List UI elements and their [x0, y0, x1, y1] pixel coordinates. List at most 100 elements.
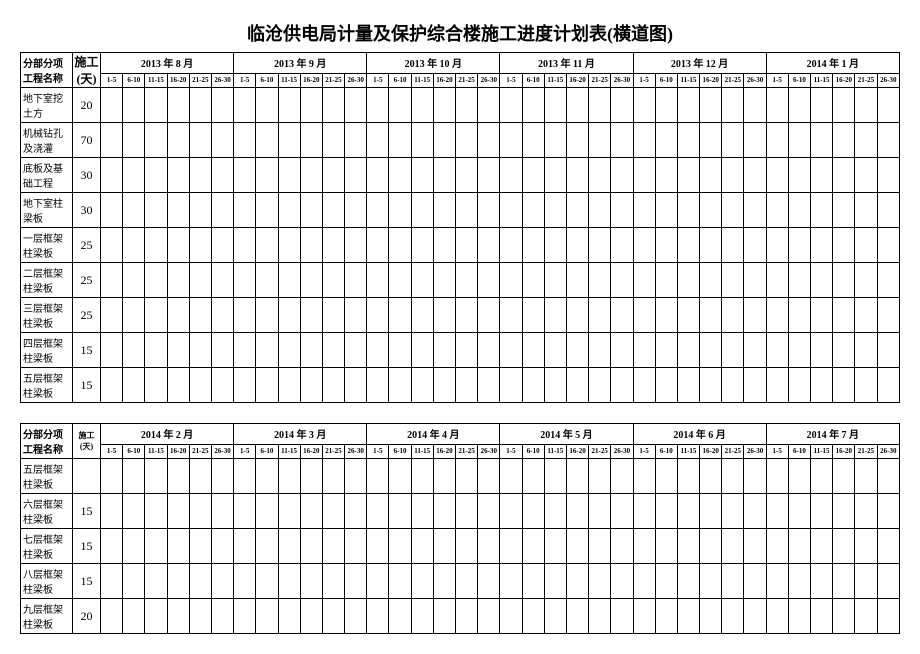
gantt-cell [589, 298, 611, 333]
sub-range-header: 1-5 [766, 73, 788, 87]
task-days: 15 [73, 333, 101, 368]
month-header: 2014 年 7 月 [766, 424, 899, 445]
gantt-cell [855, 228, 877, 263]
gantt-cell [566, 228, 588, 263]
gantt-cell [722, 459, 744, 494]
gantt-cell [766, 263, 788, 298]
gantt-cell [234, 298, 256, 333]
sub-range-header: 26-30 [478, 73, 500, 87]
gantt-cell [811, 459, 833, 494]
gantt-cell [167, 88, 189, 123]
gantt-cell [256, 228, 278, 263]
gantt-cell [189, 158, 211, 193]
gantt-cell [123, 333, 145, 368]
gantt-cell [211, 368, 233, 403]
gantt-cell [167, 193, 189, 228]
task-days: 25 [73, 263, 101, 298]
gantt-cell [700, 193, 722, 228]
gantt-cell [788, 368, 810, 403]
gantt-cell [722, 298, 744, 333]
sub-range-header: 26-30 [478, 444, 500, 458]
sub-range-header: 21-25 [722, 73, 744, 87]
gantt-cell [788, 158, 810, 193]
gantt-cell [278, 529, 300, 564]
gantt-cell [234, 459, 256, 494]
gantt-cell [544, 88, 566, 123]
gantt-cell [123, 494, 145, 529]
gantt-cell [833, 228, 855, 263]
month-header: 2013 年 8 月 [101, 53, 234, 74]
gantt-cell [345, 564, 367, 599]
gantt-cell [123, 228, 145, 263]
gantt-cell [700, 88, 722, 123]
gantt-cell [522, 599, 544, 634]
table-row: 五层框架柱梁板 [21, 459, 900, 494]
gantt-cell [855, 529, 877, 564]
sub-range-header: 11-15 [544, 444, 566, 458]
gantt-cell [234, 529, 256, 564]
gantt-cell [522, 333, 544, 368]
gantt-cell [811, 564, 833, 599]
gantt-cell [345, 494, 367, 529]
sub-range-header: 1-5 [367, 444, 389, 458]
gantt-cell [611, 158, 633, 193]
gantt-cell [566, 459, 588, 494]
gantt-cell [855, 564, 877, 599]
gantt-cell [544, 494, 566, 529]
gantt-cell [345, 599, 367, 634]
gantt-cell [544, 228, 566, 263]
sub-range-header: 21-25 [322, 444, 344, 458]
task-days: 70 [73, 123, 101, 158]
gantt-cell [700, 368, 722, 403]
gantt-cell [189, 459, 211, 494]
sub-range-header: 26-30 [611, 73, 633, 87]
gantt-cell [345, 298, 367, 333]
gantt-cell [278, 298, 300, 333]
sub-range-header: 11-15 [145, 73, 167, 87]
gantt-cell [788, 529, 810, 564]
gantt-cell [411, 368, 433, 403]
gantt-cell [145, 88, 167, 123]
sub-range-header: 26-30 [611, 444, 633, 458]
gantt-cell [101, 529, 123, 564]
sub-range-header: 16-20 [167, 444, 189, 458]
gantt-cell [877, 368, 899, 403]
sub-range-header: 26-30 [345, 73, 367, 87]
gantt-cell [655, 263, 677, 298]
gantt-cell [167, 494, 189, 529]
gantt-cell [367, 263, 389, 298]
gantt-cell [189, 529, 211, 564]
gantt-cell [256, 333, 278, 368]
sub-range-header: 6-10 [522, 73, 544, 87]
gantt-cell [744, 529, 766, 564]
gantt-cell [566, 263, 588, 298]
gantt-cell [322, 494, 344, 529]
sub-range-header: 11-15 [811, 444, 833, 458]
gantt-cell [433, 564, 455, 599]
gantt-cell [877, 123, 899, 158]
gantt-cell [101, 193, 123, 228]
gantt-cell [677, 333, 699, 368]
gantt-cell [322, 564, 344, 599]
gantt-cell [278, 263, 300, 298]
sub-range-header: 11-15 [677, 73, 699, 87]
gantt-cell [655, 368, 677, 403]
sub-range-header: 21-25 [322, 73, 344, 87]
sub-range-header: 1-5 [234, 73, 256, 87]
gantt-cell [566, 123, 588, 158]
gantt-cell [677, 368, 699, 403]
gantt-cell [411, 333, 433, 368]
sub-range-header: 16-20 [167, 73, 189, 87]
gantt-cell [722, 88, 744, 123]
gantt-cell [211, 459, 233, 494]
gantt-cell [234, 599, 256, 634]
gantt-cell [811, 529, 833, 564]
gantt-cell [211, 123, 233, 158]
gantt-cell [256, 459, 278, 494]
gantt-cell [189, 368, 211, 403]
gantt-cell [433, 529, 455, 564]
gantt-cell [411, 564, 433, 599]
gantt-cell [833, 529, 855, 564]
gantt-cell [278, 333, 300, 368]
gantt-cell [500, 459, 522, 494]
